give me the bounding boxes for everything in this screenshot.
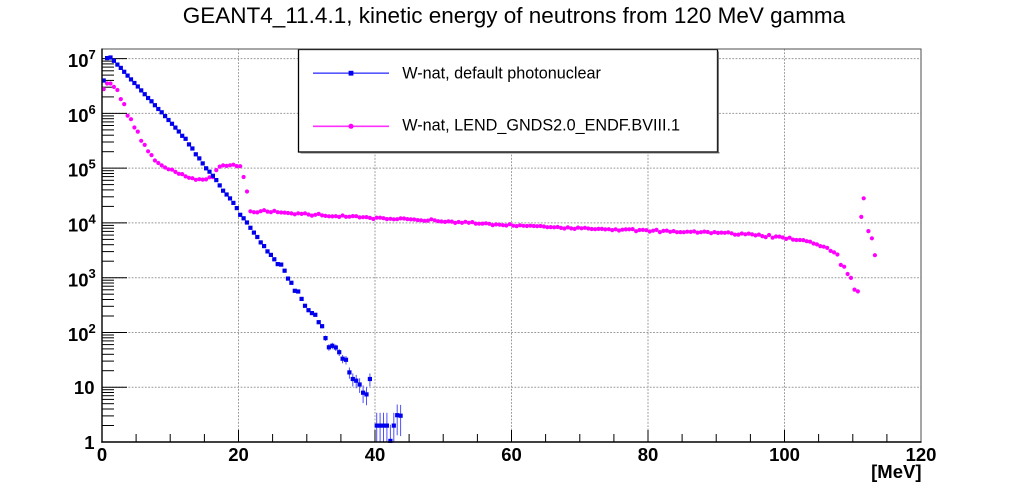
svg-text:6: 6 <box>89 102 96 117</box>
svg-text:W-nat, LEND_GNDS2.0_ENDF.BVIII: W-nat, LEND_GNDS2.0_ENDF.BVIII.1 <box>402 117 680 135</box>
svg-text:10: 10 <box>68 215 89 236</box>
svg-text:80: 80 <box>638 444 659 465</box>
svg-text:2: 2 <box>89 321 96 336</box>
svg-text:10: 10 <box>68 50 89 71</box>
svg-text:7: 7 <box>89 47 96 62</box>
svg-text:10: 10 <box>68 324 89 345</box>
svg-text:10: 10 <box>68 160 89 181</box>
svg-text:3: 3 <box>89 266 96 281</box>
svg-text:1: 1 <box>84 432 94 453</box>
svg-text:5: 5 <box>89 157 96 172</box>
svg-text:10: 10 <box>68 105 89 126</box>
svg-text:40: 40 <box>365 444 386 465</box>
svg-text:10: 10 <box>68 269 89 290</box>
svg-text:4: 4 <box>89 211 97 226</box>
svg-text:W-nat, default photonuclear: W-nat, default photonuclear <box>402 65 601 83</box>
svg-text:60: 60 <box>501 444 522 465</box>
svg-text:GEANT4_11.4.1, kinetic energy: GEANT4_11.4.1, kinetic energy of neutron… <box>183 3 846 28</box>
svg-text:120: 120 <box>906 444 937 465</box>
svg-text:10: 10 <box>74 377 95 398</box>
svg-text:100: 100 <box>769 444 800 465</box>
svg-text:20: 20 <box>228 444 249 465</box>
svg-text:[MeV]: [MeV] <box>871 461 921 482</box>
svg-text:0: 0 <box>97 444 107 465</box>
